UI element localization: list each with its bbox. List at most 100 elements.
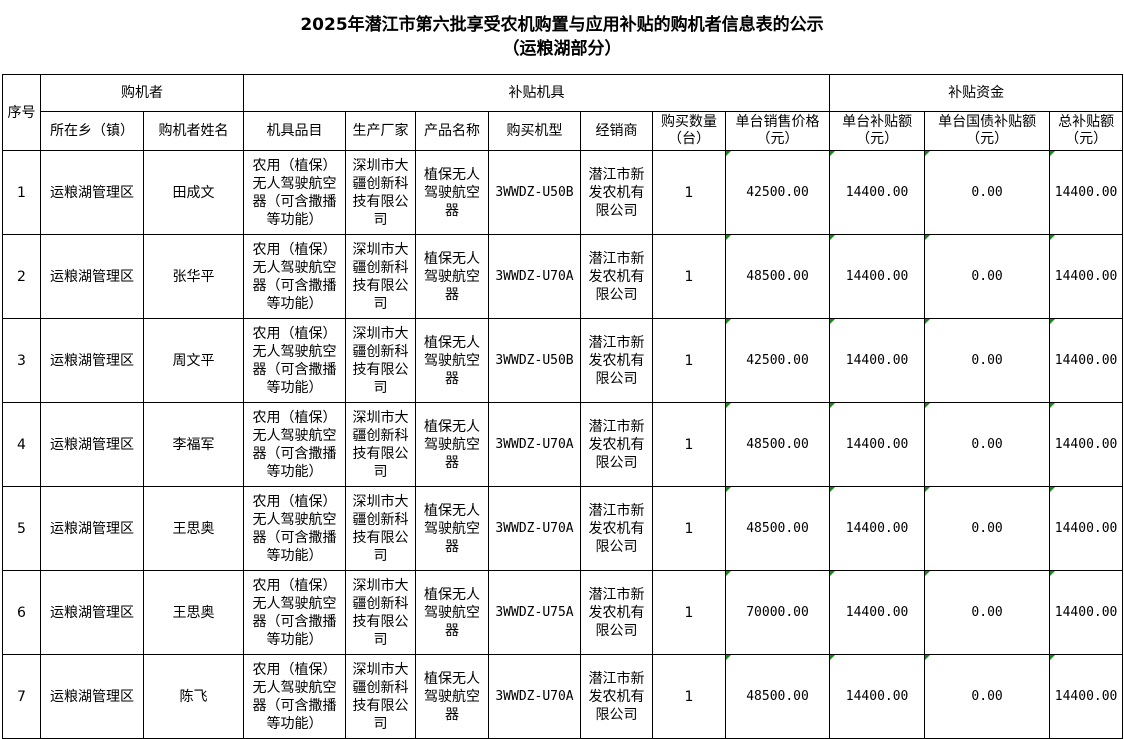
cell-subsidy: 14400.00 [829,402,926,487]
cell-total: 14400.00 [1049,402,1124,487]
cell-category: 农用（植保）无人驾驶航空器（可含撒播等功能） [243,402,346,487]
cell-price: 42500.00 [724,150,831,235]
cell-bond: 0.00 [924,486,1051,571]
cell-category: 农用（植保）无人驾驶航空器（可含撒播等功能） [243,570,346,655]
cell-maker: 深圳市大疆创新科技有限公司 [345,150,416,235]
cell-product: 植保无人驾驶航空器 [415,570,489,655]
cell-model: 3WWDZ-U70A [488,234,581,319]
table-row: 4 运粮湖管理区 李福军 农用（植保）无人驾驶航空器（可含撒播等功能） 深圳市大疆创新科… [2,402,1124,487]
cell-model: 3WWDZ-U50B [488,318,581,403]
table-row: 5 运粮湖管理区 王思奥 农用（植保）无人驾驶航空器（可含撒播等功能） 深圳市大疆创新科… [2,486,1124,571]
cell-town: 运粮湖管理区 [40,150,144,235]
cell-product: 植保无人驾驶航空器 [415,318,489,403]
cell-price: 48500.00 [724,654,831,739]
column-header: 单台国债补贴额（元） [924,111,1051,151]
cell-qty: 1 [652,150,726,235]
cell-total: 14400.00 [1049,318,1124,403]
header-row-columns: 所在乡（镇） 购机者姓名 机具品目 生产厂家 产品名称 购买机型 经销商 购买数量（台） 单台销… [3,111,1124,151]
cell-total: 14400.00 [1049,234,1124,319]
cell-seq: 6 [2,570,41,655]
header-group-machine: 补贴机具 [242,74,831,112]
header-seq: 序号 [2,74,41,151]
cell-category: 农用（植保）无人驾驶航空器（可含撒播等功能） [243,486,346,571]
cell-product: 植保无人驾驶航空器 [415,402,489,487]
cell-bond: 0.00 [924,150,1051,235]
column-header: 产品名称 [415,111,489,151]
cell-product: 植保无人驾驶航空器 [415,654,489,739]
cell-subsidy: 14400.00 [829,234,926,319]
column-header: 生产厂家 [345,111,416,151]
subsidy-table: 序号 购机者 补贴机具 补贴资金 所在乡（镇） 购机者姓名 机具品目 生产厂家 产品名称… [2,74,1124,739]
cell-seq: 5 [2,486,41,571]
column-header: 经销商 [580,111,653,151]
column-header: 单台补贴额（元） [829,111,926,151]
cell-product: 植保无人驾驶航空器 [415,486,489,571]
cell-bond: 0.00 [924,654,1051,739]
column-header: 总补贴额（元） [1049,111,1124,151]
cell-price: 48500.00 [724,486,831,571]
cell-seq: 4 [2,402,41,487]
cell-model: 3WWDZ-U50B [488,150,581,235]
cell-product: 植保无人驾驶航空器 [415,150,489,235]
column-header: 购买机型 [488,111,581,151]
cell-maker: 深圳市大疆创新科技有限公司 [345,234,416,319]
cell-bond: 0.00 [924,318,1051,403]
cell-price: 42500.00 [724,318,831,403]
column-header: 购买数量（台） [652,111,726,151]
cell-bond: 0.00 [924,402,1051,487]
column-header: 机具品目 [243,111,346,151]
cell-price: 48500.00 [724,234,831,319]
table-row: 2 运粮湖管理区 张华平 农用（植保）无人驾驶航空器（可含撒播等功能） 深圳市大疆创新科… [2,234,1124,319]
column-header: 单台销售价格（元） [724,111,831,151]
cell-subsidy: 14400.00 [829,570,926,655]
cell-seq: 2 [2,234,41,319]
cell-subsidy: 14400.00 [829,318,926,403]
cell-model: 3WWDZ-U70A [488,486,581,571]
cell-name: 张华平 [143,234,244,319]
cell-total: 14400.00 [1049,150,1124,235]
table-row: 6 运粮湖管理区 王思奥 农用（植保）无人驾驶航空器（可含撒播等功能） 深圳市大疆创新科… [2,570,1124,655]
cell-dealer: 潜江市新发农机有限公司 [580,318,653,403]
cell-subsidy: 14400.00 [829,486,926,571]
cell-maker: 深圳市大疆创新科技有限公司 [345,654,416,739]
cell-qty: 1 [652,486,726,571]
column-header: 购机者姓名 [143,111,244,151]
header-group-buyer: 购机者 [40,74,244,112]
cell-model: 3WWDZ-U70A [488,402,581,487]
cell-seq: 3 [2,318,41,403]
cell-bond: 0.00 [924,234,1051,319]
cell-price: 70000.00 [724,570,831,655]
cell-seq: 7 [2,654,41,739]
cell-name: 王思奥 [143,486,244,571]
cell-price: 48500.00 [724,402,831,487]
cell-total: 14400.00 [1049,570,1124,655]
cell-category: 农用（植保）无人驾驶航空器（可含撒播等功能） [243,654,346,739]
cell-maker: 深圳市大疆创新科技有限公司 [345,486,416,571]
cell-category: 农用（植保）无人驾驶航空器（可含撒播等功能） [243,150,346,235]
column-header: 所在乡（镇） [40,111,144,151]
title-line-2: （运粮湖部分） [502,39,622,59]
cell-name: 周文平 [143,318,244,403]
cell-town: 运粮湖管理区 [40,486,144,571]
cell-dealer: 潜江市新发农机有限公司 [580,486,653,571]
cell-model: 3WWDZ-U75A [488,570,581,655]
cell-total: 14400.00 [1049,486,1124,571]
cell-town: 运粮湖管理区 [40,654,144,739]
cell-name: 李福军 [143,402,244,487]
cell-dealer: 潜江市新发农机有限公司 [580,402,653,487]
cell-town: 运粮湖管理区 [40,234,144,319]
table-row: 7 运粮湖管理区 陈飞 农用（植保）无人驾驶航空器（可含撒播等功能） 深圳市大疆创新科技… [2,654,1124,739]
cell-maker: 深圳市大疆创新科技有限公司 [345,570,416,655]
cell-qty: 1 [652,234,726,319]
cell-name: 王思奥 [143,570,244,655]
cell-qty: 1 [652,570,726,655]
cell-name: 陈飞 [143,654,244,739]
cell-bond: 0.00 [924,570,1051,655]
cell-name: 田成文 [143,150,244,235]
table-row: 1 运粮湖管理区 田成文 农用（植保）无人驾驶航空器（可含撒播等功能） 深圳市大疆创新科… [2,150,1124,235]
cell-seq: 1 [2,150,41,235]
cell-dealer: 潜江市新发农机有限公司 [580,150,653,235]
cell-category: 农用（植保）无人驾驶航空器（可含撒播等功能） [243,234,346,319]
cell-total: 14400.00 [1049,654,1124,739]
cell-product: 植保无人驾驶航空器 [415,234,489,319]
